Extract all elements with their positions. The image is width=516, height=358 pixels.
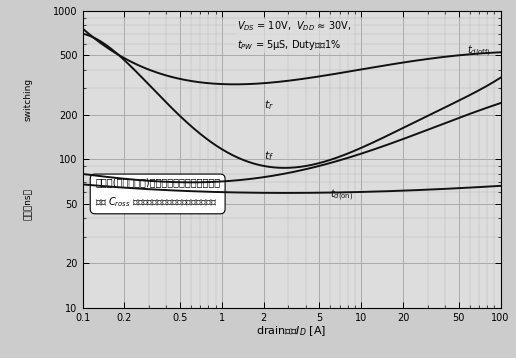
Text: $V_{DS}$ = 10V,  $V_{DD}$ ≈ 30V,
$t_{PW}$ = 5μS, Duty低於1%: $V_{DS}$ = 10V, $V_{DD}$ ≈ 30V, $t_{PW}$…	[237, 20, 351, 53]
Text: 輕負載(小電流領域)時，乘上由負載阻抗與輸出
容量 $C_{ross}$ 決定的時定數，直到電源電壓被充電。: 輕負載(小電流領域)時，乘上由負載阻抗與輸出 容量 $C_{ross}$ 決定的…	[95, 177, 220, 209]
Text: $\it{t}_{d(\mathrm{off})}$: $\it{t}_{d(\mathrm{off})}$	[467, 44, 491, 59]
Text: $\it{t}_{d(\mathrm{on})}$: $\it{t}_{d(\mathrm{on})}$	[330, 188, 353, 203]
Text: 時間［ns］: 時間［ns］	[24, 188, 33, 220]
Text: $\it{t}_{f}$: $\it{t}_{f}$	[264, 149, 274, 163]
Text: switching: switching	[24, 78, 33, 121]
Text: $\it{t}_{r}$: $\it{t}_{r}$	[264, 99, 274, 112]
X-axis label: drain電流$I_D$ [A]: drain電流$I_D$ [A]	[256, 324, 327, 338]
